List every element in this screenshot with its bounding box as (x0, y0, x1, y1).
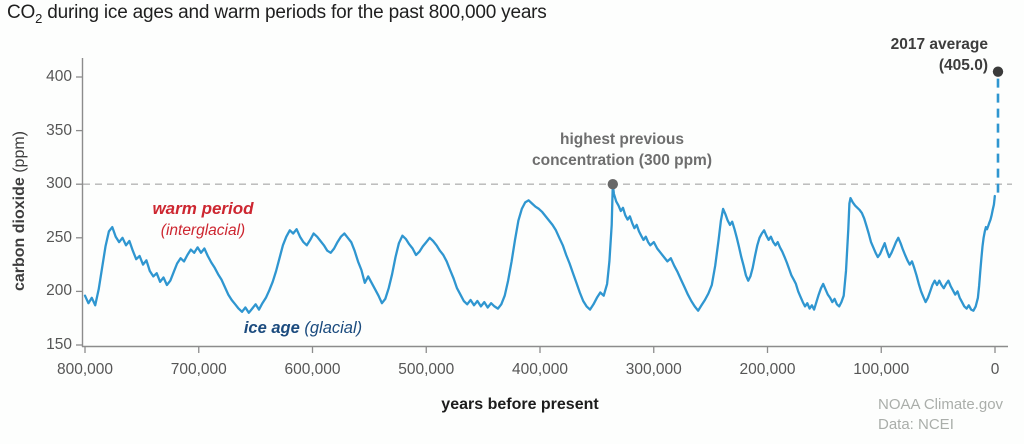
x-tick-label: 300,000 (625, 361, 682, 378)
label-ice-age-bold: ice age (243, 319, 300, 337)
x-tick-label: 700,000 (170, 361, 227, 378)
annotation-highest-previous: highest previous concentration (300 ppm) (492, 129, 752, 171)
y-tick-label: 300 (46, 175, 72, 193)
annotation-2017-average-line1: 2017 average (890, 36, 988, 53)
label-warm-period: warm period (interglacial) (103, 198, 303, 242)
x-tick-label: 600,000 (284, 361, 341, 378)
x-tick-label: 400,000 (511, 361, 569, 378)
x-tick-label: 200,000 (739, 361, 796, 378)
x-tick-label: 800,000 (56, 361, 114, 378)
credits: NOAA Climate.gov Data: NCEI (878, 395, 1003, 435)
credit-source: NOAA Climate.gov (878, 396, 1004, 413)
label-ice-age: ice age (glacial) (203, 319, 403, 338)
x-tick-label: 0 (990, 361, 1000, 378)
highest-previous-concentration-dot (607, 179, 618, 190)
annotation-2017-average: 2017 average (405.0) (856, 34, 988, 76)
y-axis-ticks (76, 76, 83, 346)
x-tick-label: 100,000 (853, 361, 910, 378)
label-ice-age-rest: (glacial) (299, 319, 363, 337)
y-tick-label: 250 (46, 228, 72, 246)
label-warm-period-line2: (interglacial) (160, 222, 246, 239)
y-tick-label: 400 (46, 68, 72, 85)
x-axis-ticks (84, 347, 996, 353)
2017-average-dot (992, 66, 1004, 77)
chart-title-rest: during ice ages and warm periods for the… (42, 2, 547, 23)
label-warm-period-line1: warm period (152, 199, 254, 218)
x-axis-title: years before present (441, 396, 599, 413)
y-tick-label: 150 (46, 336, 72, 353)
annotation-highest-previous-line1: highest previous (559, 131, 685, 148)
y-tick-label: 200 (46, 282, 72, 300)
chart-title-prefix: CO (7, 2, 36, 23)
chart-title-subscript: 2 (35, 10, 43, 26)
credit-data-source: Data: NCEI (878, 416, 954, 433)
annotation-highest-previous-line2: concentration (300 ppm) (532, 152, 712, 169)
chart-title: CO2 during ice ages and warm periods for… (7, 2, 547, 26)
y-tick-label: 350 (46, 121, 72, 139)
x-tick-label: 500,000 (398, 361, 455, 378)
co2-series-line (83, 183, 996, 314)
annotation-2017-average-line2: (405.0) (938, 57, 988, 74)
